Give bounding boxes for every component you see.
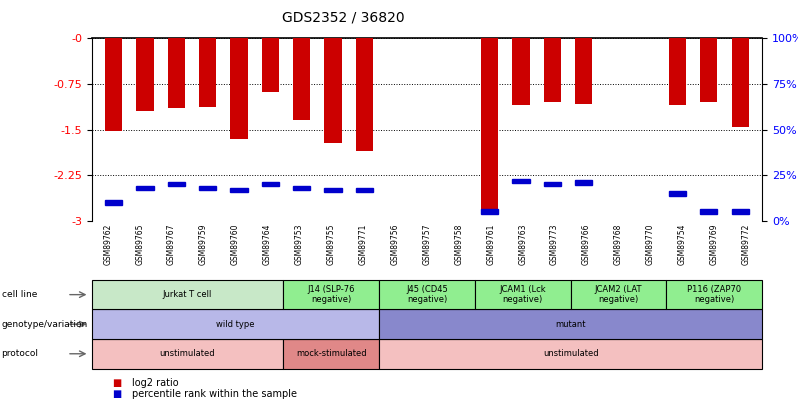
Bar: [105, 200, 122, 205]
Text: GSM89753: GSM89753: [294, 224, 304, 265]
Text: JCAM2 (LAT
negative): JCAM2 (LAT negative): [595, 285, 642, 304]
Text: GSM89759: GSM89759: [199, 224, 208, 265]
Text: GSM89757: GSM89757: [422, 224, 432, 265]
Bar: [356, 188, 373, 192]
Bar: [231, 38, 247, 139]
Text: wild type: wild type: [216, 320, 255, 329]
Text: GSM89758: GSM89758: [454, 224, 464, 265]
Text: J45 (CD45
negative): J45 (CD45 negative): [406, 285, 448, 304]
Text: GSM89756: GSM89756: [390, 224, 400, 265]
Bar: [262, 182, 279, 186]
Text: GSM89765: GSM89765: [135, 224, 144, 265]
Bar: [732, 38, 749, 126]
Bar: [136, 38, 154, 111]
Text: genotype/variation: genotype/variation: [2, 320, 88, 329]
Text: percentile rank within the sample: percentile rank within the sample: [132, 389, 297, 399]
Bar: [168, 38, 185, 108]
Bar: [481, 209, 498, 214]
Bar: [669, 38, 686, 105]
Bar: [575, 180, 592, 185]
Bar: [231, 188, 247, 192]
Bar: [700, 209, 717, 214]
Text: GSM89773: GSM89773: [550, 224, 559, 265]
Bar: [324, 188, 342, 192]
Bar: [324, 38, 342, 143]
Text: GSM89772: GSM89772: [741, 224, 751, 265]
Text: unstimulated: unstimulated: [160, 349, 215, 358]
Text: P116 (ZAP70
negative): P116 (ZAP70 negative): [687, 285, 741, 304]
Bar: [543, 182, 561, 186]
Bar: [293, 186, 310, 190]
Text: log2 ratio: log2 ratio: [132, 378, 178, 388]
Bar: [356, 38, 373, 151]
Bar: [293, 38, 310, 120]
Bar: [105, 38, 122, 131]
Text: GSM89762: GSM89762: [103, 224, 113, 265]
Bar: [481, 38, 498, 213]
Text: mock-stimulated: mock-stimulated: [296, 349, 366, 358]
Text: GSM89767: GSM89767: [167, 224, 176, 265]
Text: GSM89768: GSM89768: [614, 224, 623, 265]
Text: cell line: cell line: [2, 290, 37, 299]
Text: GSM89754: GSM89754: [678, 224, 687, 265]
Text: GSM89764: GSM89764: [263, 224, 272, 265]
Text: GSM89770: GSM89770: [646, 224, 655, 265]
Text: GSM89760: GSM89760: [231, 224, 240, 265]
Bar: [168, 182, 185, 186]
Bar: [543, 38, 561, 102]
Text: GDS2352 / 36820: GDS2352 / 36820: [282, 10, 405, 24]
Text: GSM89769: GSM89769: [709, 224, 719, 265]
Bar: [732, 209, 749, 214]
Text: protocol: protocol: [2, 349, 38, 358]
Bar: [199, 186, 216, 190]
Bar: [199, 38, 216, 107]
Text: GSM89761: GSM89761: [486, 224, 496, 265]
Bar: [700, 38, 717, 102]
Bar: [575, 38, 592, 104]
Bar: [136, 186, 154, 190]
Bar: [669, 191, 686, 196]
Bar: [262, 38, 279, 92]
Text: GSM89763: GSM89763: [518, 224, 527, 265]
Text: ■: ■: [112, 378, 121, 388]
Text: GSM89766: GSM89766: [582, 224, 591, 265]
Text: Jurkat T cell: Jurkat T cell: [163, 290, 212, 299]
Text: GSM89771: GSM89771: [358, 224, 368, 265]
Text: ■: ■: [112, 389, 121, 399]
Text: GSM89755: GSM89755: [326, 224, 336, 265]
Bar: [512, 38, 530, 105]
Text: JCAM1 (Lck
negative): JCAM1 (Lck negative): [500, 285, 546, 304]
Bar: [512, 179, 530, 183]
Text: unstimulated: unstimulated: [543, 349, 598, 358]
Text: mutant: mutant: [555, 320, 586, 329]
Text: J14 (SLP-76
negative): J14 (SLP-76 negative): [307, 285, 355, 304]
